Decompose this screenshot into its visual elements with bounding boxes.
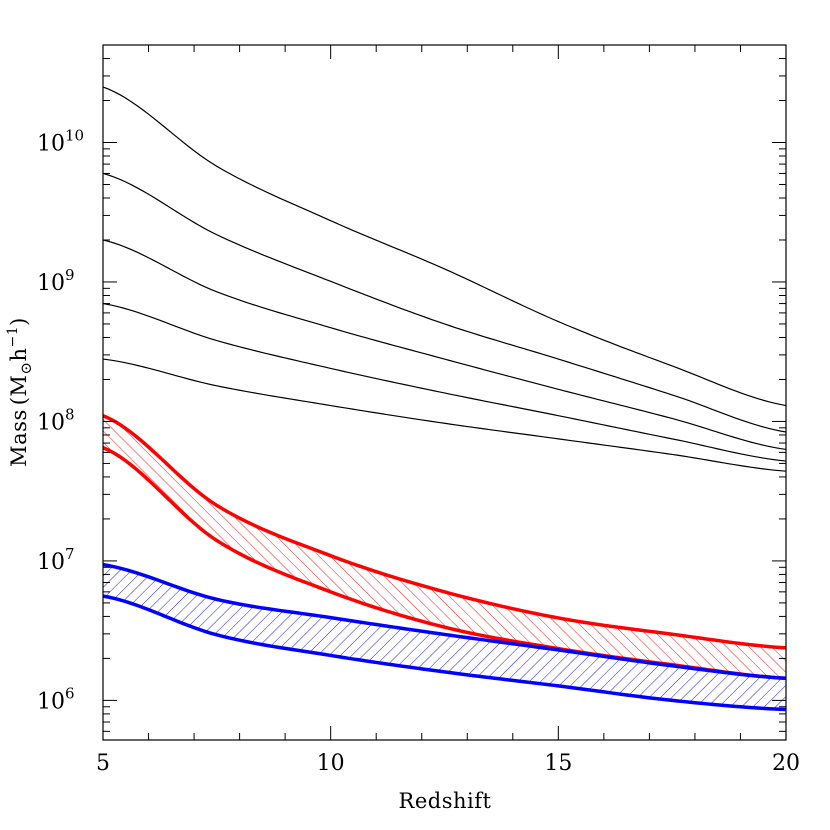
curve-2 [103,172,786,433]
band-1-upper-line [103,414,786,650]
band-2-upper-line [103,562,786,681]
x-tick-label: 10 [317,751,345,776]
plot-frame [102,44,787,741]
black-curves [103,86,786,472]
y-tick-label: 1010 [37,126,84,156]
axis-ticks [102,44,787,740]
shaded-bands [103,414,786,712]
curve-5 [103,358,786,472]
band-2-hatch [103,564,786,710]
x-tick-label: 15 [544,751,572,776]
y-axis-label-suffix: h [7,347,31,361]
x-tick-label: 20 [772,751,800,776]
y-tick-label: 107 [37,545,75,575]
tick-labels: 5 10 15 20 106 107 108 109 1010 [37,126,800,776]
x-axis-label: Redshift [399,789,492,813]
y-axis-label: Mass(M⊙h−1) [5,317,35,467]
y-axis-label-main: Mass [7,409,31,467]
curve-3 [103,239,786,451]
x-tick-label: 5 [96,751,110,776]
curve-4 [103,302,786,462]
curve-1 [103,86,786,407]
y-axis-label-exp: −1 [5,326,21,348]
band-2-lower-line [103,594,786,712]
y-tick-label: 108 [37,405,75,435]
y-tick-label: 109 [37,266,75,296]
y-axis-label-sub: ⊙ [17,362,35,375]
y-tick-label: 106 [37,684,75,714]
